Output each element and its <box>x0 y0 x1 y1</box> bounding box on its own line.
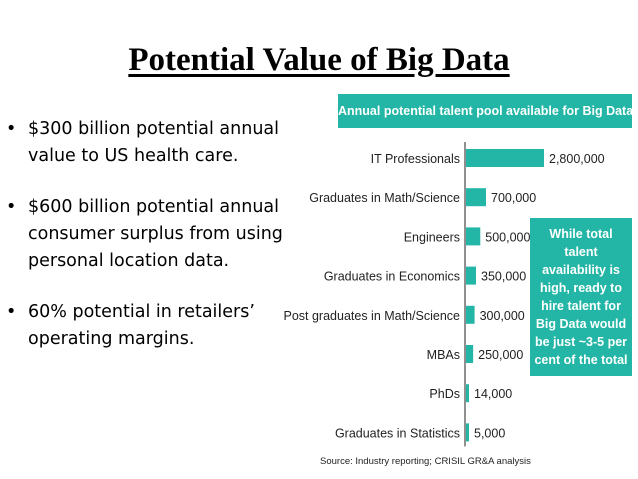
bar <box>466 266 476 285</box>
chart-source: Source: Industry reporting; CRISIL GR&A … <box>320 456 531 467</box>
category-label: IT Professionals <box>371 152 460 166</box>
value-label: 2,800,000 <box>549 152 605 166</box>
category-label: Graduates in Economics <box>324 270 460 284</box>
value-label: 250,000 <box>478 348 523 362</box>
value-label: 14,000 <box>474 387 512 401</box>
category-label: Graduates in Statistics <box>335 426 460 440</box>
value-label: 5,000 <box>474 426 505 440</box>
chart-title: Annual potential talent pool available f… <box>338 94 632 128</box>
category-label: PhDs <box>429 387 460 401</box>
category-label: Graduates in Math/Science <box>309 191 460 205</box>
value-label: 300,000 <box>480 309 525 323</box>
callout-annotation: While total talent availability is high,… <box>530 218 632 376</box>
slide-title: Potential Value of Big Data <box>128 42 510 78</box>
bullet-item: 60% potential in retailers’ operating ma… <box>6 299 324 353</box>
bar <box>466 149 544 167</box>
bar <box>466 188 486 207</box>
bar <box>466 423 469 442</box>
category-label: Engineers <box>404 230 460 244</box>
value-label: 350,000 <box>481 270 526 284</box>
bar <box>466 345 474 363</box>
bar <box>466 305 475 324</box>
bullet-item: $600 billion potential annual consumer s… <box>6 194 324 275</box>
bar <box>466 384 469 403</box>
value-label: 500,000 <box>485 230 530 244</box>
value-label: 700,000 <box>491 191 536 205</box>
bullet-item: $300 billion potential annual value to U… <box>6 116 324 170</box>
bar <box>466 227 481 246</box>
callout-text: While total talent availability is high,… <box>534 227 628 367</box>
bullet-list: $300 billion potential annual value to U… <box>6 116 324 377</box>
category-label: MBAs <box>427 348 460 362</box>
